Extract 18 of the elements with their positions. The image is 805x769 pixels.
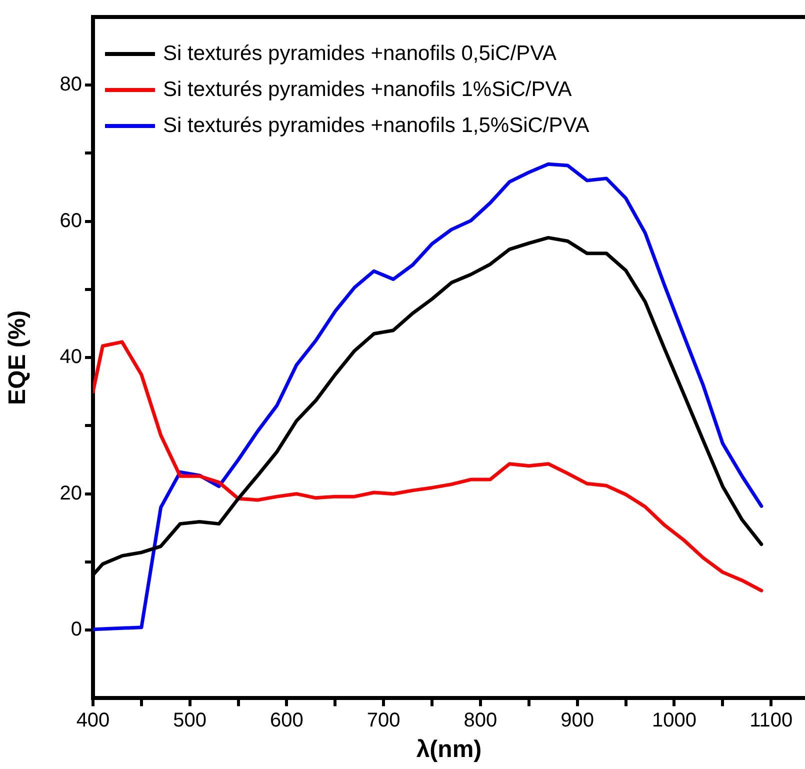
x-tick-label: 1000 — [652, 710, 696, 732]
legend-label: Si texturés pyramides +nanofils 1,5%SiC/PVA — [163, 114, 590, 138]
x-tick-label: 1100 — [750, 710, 793, 732]
x-tick-label: 700 — [366, 710, 400, 732]
y-axis-title: EQE (%) — [4, 310, 32, 405]
y-tick-label: 60 — [60, 210, 82, 232]
legend-label: Si texturés pyramides +nanofils 1%SiC/PVA — [163, 78, 572, 102]
x-tick-label: 800 — [464, 710, 498, 732]
y-tick-label: 0 — [70, 618, 82, 641]
legend-label: Si texturés pyramides +nanofils 0,5iC/PVA — [163, 42, 557, 66]
y-tick-label: 40 — [60, 346, 82, 368]
x-tick-label: 900 — [560, 710, 594, 732]
x-tick-label: 600 — [270, 710, 304, 732]
x-tick-label: 400 — [76, 710, 110, 732]
x-axis-title: λ(nm) — [416, 736, 482, 764]
x-tick-label: 500 — [173, 710, 207, 732]
y-tick-label: 20 — [60, 482, 82, 504]
y-tick-label: 80 — [60, 74, 82, 96]
